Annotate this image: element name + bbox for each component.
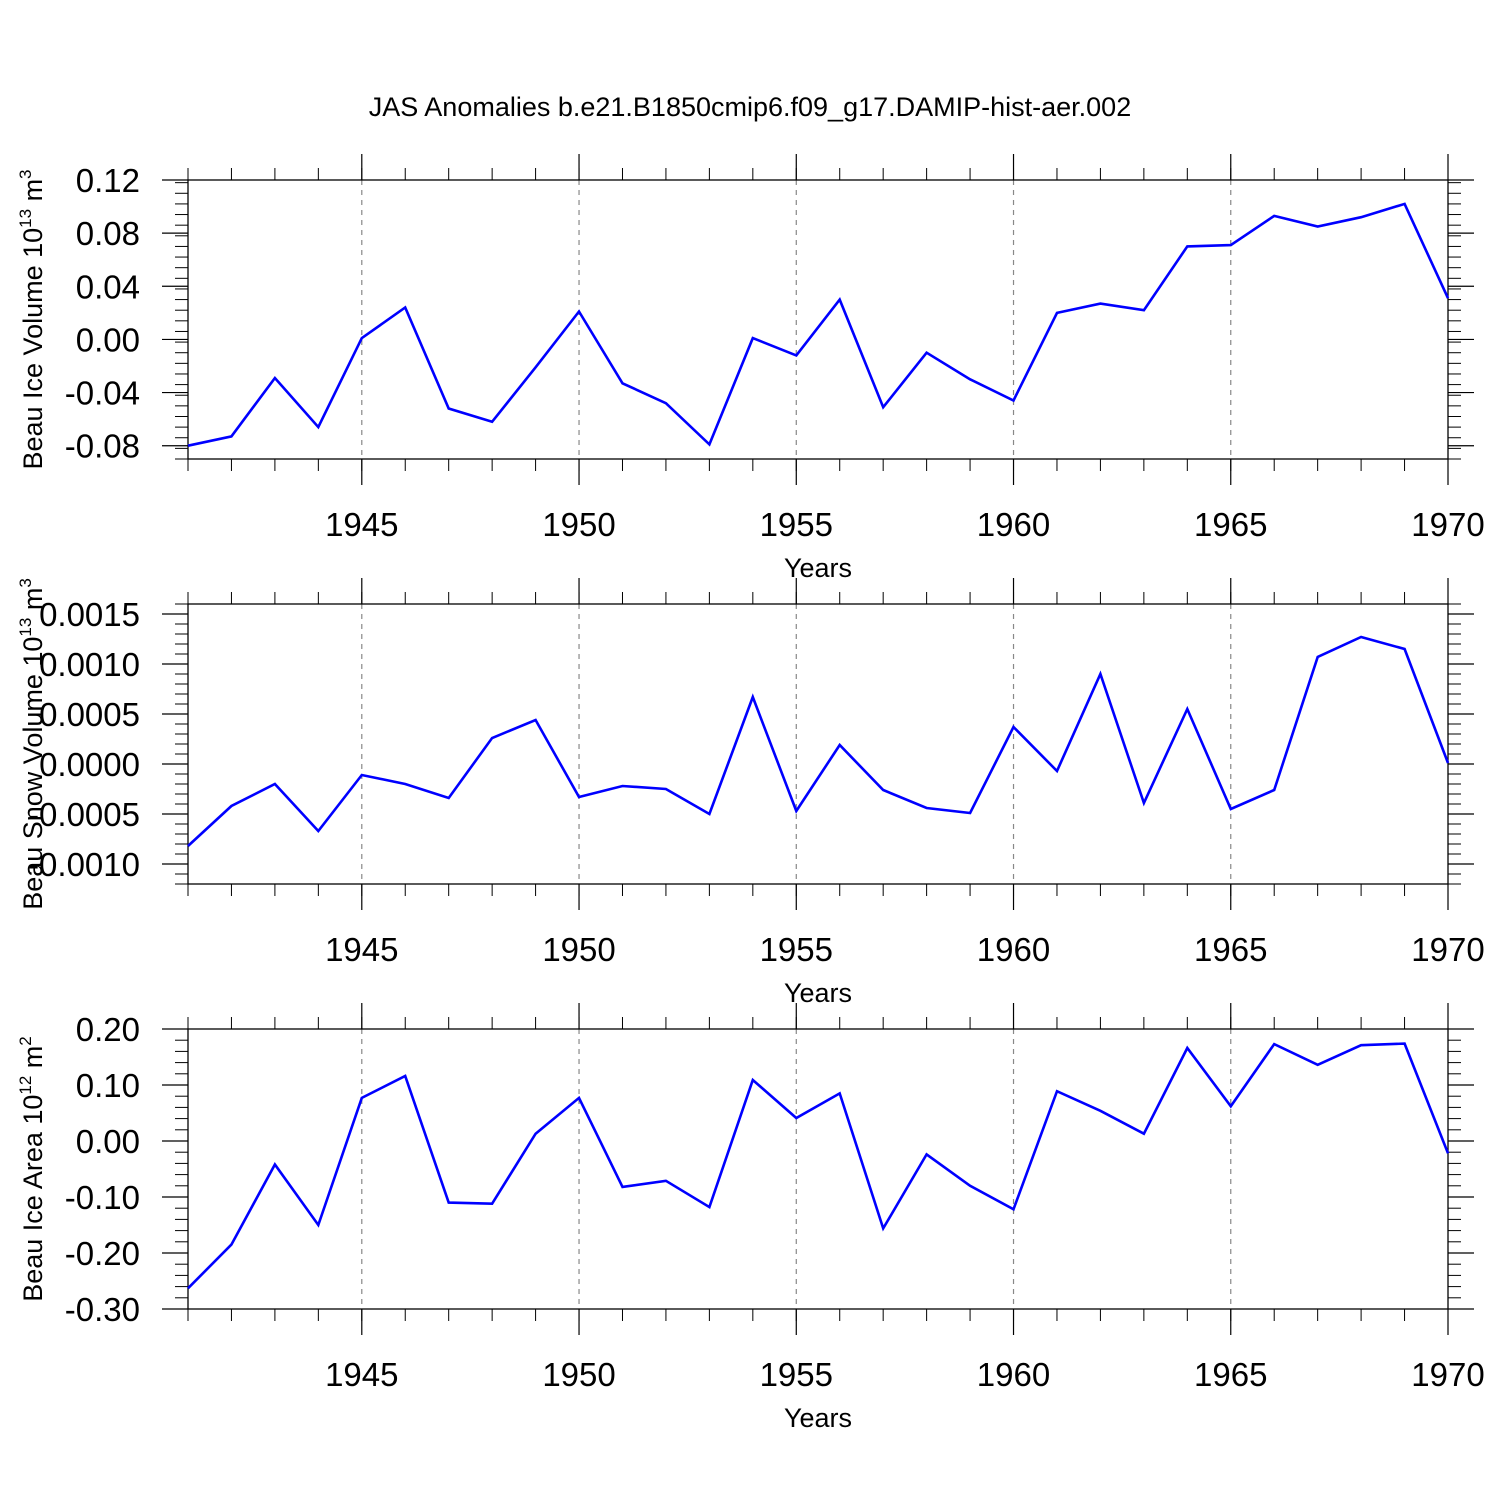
y-tick-label: 0.08 bbox=[76, 215, 140, 252]
x-tick-label: 1950 bbox=[542, 931, 615, 968]
x-tick-label: 1955 bbox=[760, 506, 833, 543]
y-tick-label: 0.00 bbox=[76, 321, 140, 358]
y-axis-title-main: Beau Ice Area 10 bbox=[18, 1095, 48, 1302]
y-axis-title-unit-exponent: 3 bbox=[16, 578, 35, 587]
y-axis-title: Beau Snow Volume 1013 m3 bbox=[16, 578, 48, 910]
x-tick-label: 1945 bbox=[325, 1356, 398, 1393]
x-axis-title: Years bbox=[784, 978, 852, 1008]
plot-frame bbox=[187, 1028, 1449, 1310]
x-tick-label: 1965 bbox=[1194, 931, 1267, 968]
series-line bbox=[187, 202, 1450, 447]
y-axis-title: Beau Ice Area 1012 m2 bbox=[16, 1036, 48, 1302]
x-tick-label: 1960 bbox=[977, 506, 1050, 543]
y-tick-label: 0.12 bbox=[76, 162, 140, 199]
y-tick-label: 0.0005 bbox=[39, 696, 140, 733]
y-axis-title-unit: m bbox=[18, 179, 48, 209]
y-tick-label: -0.20 bbox=[65, 1235, 140, 1272]
y-axis-title-unit: m bbox=[18, 1046, 48, 1076]
y-tick-label: -0.04 bbox=[65, 375, 140, 412]
y-tick-label: -0.0005 bbox=[28, 796, 140, 833]
y-tick-label: 0.0015 bbox=[39, 596, 140, 633]
x-tick-label: 1960 bbox=[977, 1356, 1050, 1393]
y-axis-title-main: Beau Snow Volume 10 bbox=[18, 637, 48, 910]
x-tick-label: 1970 bbox=[1411, 1356, 1484, 1393]
x-tick-label: 1970 bbox=[1411, 506, 1484, 543]
y-tick-label: 0.20 bbox=[76, 1011, 140, 1048]
y-axis-title-exponent: 13 bbox=[16, 209, 35, 228]
x-tick-label: 1970 bbox=[1411, 931, 1484, 968]
y-axis-title-exponent: 12 bbox=[16, 1076, 35, 1095]
y-axis-title-unit-exponent: 3 bbox=[16, 169, 35, 178]
x-axis-title: Years bbox=[784, 1403, 852, 1433]
y-tick-label: 0.0010 bbox=[39, 646, 140, 683]
y-tick-label: 0.10 bbox=[76, 1067, 140, 1104]
y-tick-label: -0.08 bbox=[65, 428, 140, 465]
y-axis-title-unit-exponent: 2 bbox=[16, 1036, 35, 1045]
x-tick-label: 1965 bbox=[1194, 1356, 1267, 1393]
x-tick-label: 1945 bbox=[325, 931, 398, 968]
plot-frame bbox=[187, 179, 1449, 460]
series-line bbox=[187, 635, 1450, 847]
x-tick-label: 1945 bbox=[325, 506, 398, 543]
x-tick-label: 1950 bbox=[542, 1356, 615, 1393]
y-tick-label: -0.30 bbox=[65, 1291, 140, 1328]
x-tick-label: 1955 bbox=[760, 931, 833, 968]
y-tick-label: -0.10 bbox=[65, 1179, 140, 1216]
y-axis-title-unit: m bbox=[18, 588, 48, 618]
panel-3: 1945 1950 1955 1960 1965 1970 Years -0.30 -0.20 -… bbox=[16, 1003, 1485, 1433]
x-tick-label: 1960 bbox=[977, 931, 1050, 968]
y-axis-title: Beau Ice Volume 1013 m3 bbox=[16, 169, 48, 469]
series-line bbox=[187, 1042, 1450, 1290]
x-tick-label: 1965 bbox=[1194, 506, 1267, 543]
chart-title: JAS Anomalies b.e21.B1850cmip6.f09_g17.D… bbox=[369, 92, 1131, 122]
y-tick-label: 0.00 bbox=[76, 1123, 140, 1160]
y-tick-label: -0.0010 bbox=[28, 846, 140, 883]
plot-frame bbox=[187, 603, 1449, 885]
panel-1: 1945 1950 1955 1960 1965 1970 Years -0.08 -0.04 0… bbox=[16, 154, 1485, 583]
x-tick-label: 1950 bbox=[542, 506, 615, 543]
x-tick-label: 1955 bbox=[760, 1356, 833, 1393]
panel-2: 1945 1950 1955 1960 1965 1970 Years -0.0010 -0.0… bbox=[16, 578, 1485, 1008]
y-axis-title-exponent: 13 bbox=[16, 618, 35, 637]
y-tick-label: 0.0000 bbox=[39, 746, 140, 783]
x-axis-title: Years bbox=[784, 553, 852, 583]
y-axis-title-main: Beau Ice Volume 10 bbox=[18, 228, 48, 470]
y-tick-label: 0.04 bbox=[76, 268, 140, 305]
